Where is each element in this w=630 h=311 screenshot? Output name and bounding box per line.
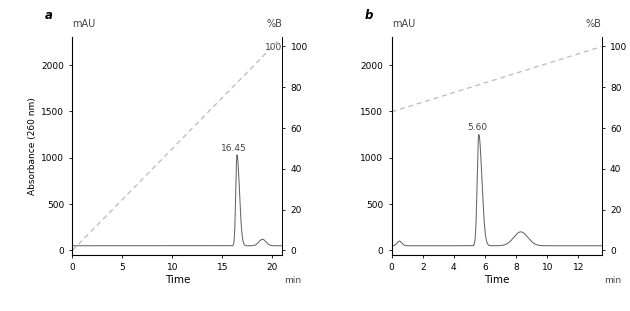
Text: %B: %B bbox=[586, 19, 602, 29]
Text: 100: 100 bbox=[265, 43, 282, 52]
X-axis label: Time: Time bbox=[165, 275, 190, 285]
Text: 16.45: 16.45 bbox=[221, 144, 247, 153]
Text: 5.60: 5.60 bbox=[467, 123, 487, 132]
Text: min: min bbox=[285, 276, 302, 285]
Text: mAU: mAU bbox=[392, 19, 415, 29]
Text: min: min bbox=[604, 276, 621, 285]
Text: a: a bbox=[45, 9, 53, 22]
Text: mAU: mAU bbox=[72, 19, 96, 29]
Text: b: b bbox=[364, 9, 373, 22]
X-axis label: Time: Time bbox=[484, 275, 509, 285]
Text: %B: %B bbox=[266, 19, 282, 29]
Y-axis label: Absorbance (260 nm): Absorbance (260 nm) bbox=[28, 97, 37, 195]
